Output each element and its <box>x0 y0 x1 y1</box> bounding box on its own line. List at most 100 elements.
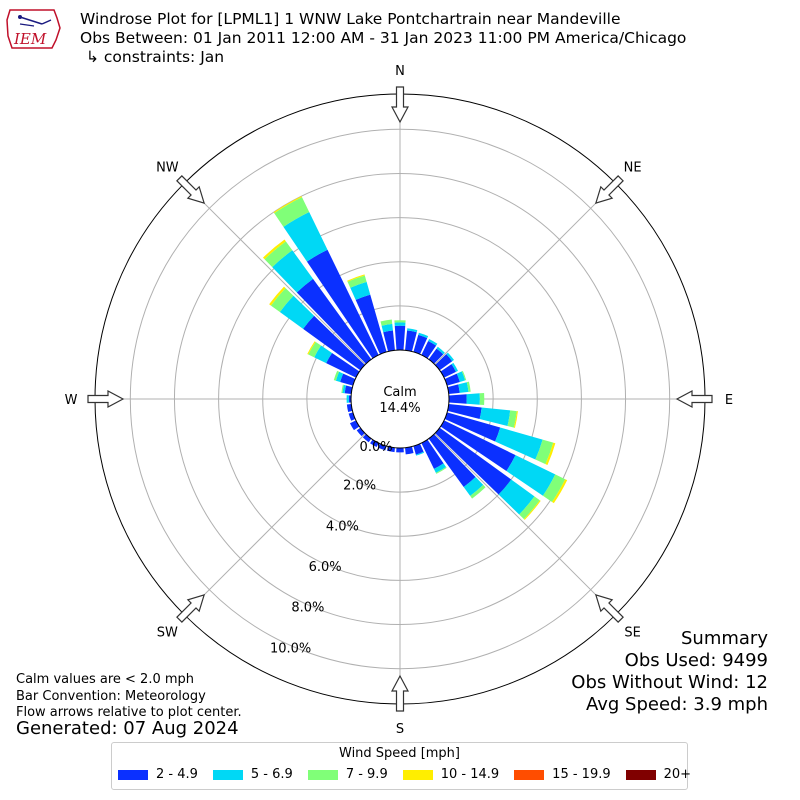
bar-120-7-9.9 <box>542 474 566 502</box>
bar-100-2-4.9 <box>447 404 482 420</box>
bar-10-2-4.9 <box>405 330 417 352</box>
bar-160-2-4.9 <box>413 443 424 455</box>
summary-obs-without-wind: Obs Without Wind: 12 <box>571 672 768 693</box>
bar-90-7-9.9 <box>479 392 485 406</box>
bar-300-7-9.9 <box>308 341 322 358</box>
flow-arrows-note: Flow arrows relative to plot center. <box>16 705 242 720</box>
bar-10-5-6.9 <box>407 328 418 333</box>
bar-150-7-9.9 <box>435 466 447 474</box>
bar-330-5-6.9 <box>283 211 328 262</box>
bar-150-2-4.9 <box>421 439 444 469</box>
grid-spoke <box>183 433 366 616</box>
summary-title: Summary <box>681 628 768 649</box>
legend-item: 15 - 19.9 <box>514 767 611 782</box>
bar-60-5-6.9 <box>451 362 458 372</box>
bar-100-7-9.9 <box>507 410 517 428</box>
bar-70-5-6.9 <box>456 371 466 382</box>
polar-grid <box>94 93 706 705</box>
calm-circle <box>350 349 450 449</box>
bar-320-10-14.9 <box>263 239 286 260</box>
bar-30-2-4.9 <box>421 341 437 359</box>
radial-tick-label: 0.0% <box>360 440 393 455</box>
legend-swatch <box>212 769 243 780</box>
legend-item: 20+ <box>625 767 692 782</box>
bar-110-2-4.9 <box>444 412 501 442</box>
bar-310-7-9.9 <box>270 288 294 313</box>
bar-160-5-6.9 <box>415 451 425 456</box>
bar-100-10-14.9 <box>513 411 518 428</box>
title-line-constraints: ↳ constraints: Jan <box>86 48 225 66</box>
legend-title: Wind Speed [mph] <box>339 746 460 761</box>
summary-avg-speed: Avg Speed: 3.9 mph <box>586 694 768 715</box>
legend-item: 2 - 4.9 <box>118 767 198 782</box>
radial-tick-label: 4.0% <box>326 519 359 534</box>
speed-legend: Wind Speed [mph] 2 - 4.9 5 - 6.9 7 - 9.9 10… <box>111 742 692 790</box>
bar-110-7-9.9 <box>535 439 554 465</box>
legend-swatch <box>307 769 338 780</box>
bar-100-5-6.9 <box>479 407 511 426</box>
flow-arrow-icon <box>176 175 206 205</box>
bar-310-2-4.9 <box>303 315 365 371</box>
summary-obs-used: Obs Used: 9499 <box>624 650 768 671</box>
bar-130-5-6.9 <box>498 479 535 515</box>
bar-290-2-4.9 <box>340 373 356 386</box>
legend-item: 7 - 9.9 <box>307 767 388 782</box>
bar-220-2-4.9 <box>362 434 372 443</box>
legend-item: 10 - 14.9 <box>402 767 499 782</box>
bar-330-10-14.9 <box>273 196 302 214</box>
bar-350-2-4.9 <box>383 330 395 352</box>
bar-50-5-6.9 <box>446 352 454 362</box>
flow-arrow-icon <box>391 674 409 712</box>
bar-30-5-6.9 <box>428 339 438 346</box>
bar-120-2-4.9 <box>440 420 516 472</box>
bar-340-10-14.9 <box>347 274 365 282</box>
compass-label-nw: NW <box>156 160 179 175</box>
bar-120-5-6.9 <box>506 455 556 496</box>
flow-arrow-icon <box>594 175 624 205</box>
bar-40-2-4.9 <box>428 348 444 364</box>
title-line-station: Windrose Plot for [LPML1] 1 WNW Lake Pon… <box>80 10 621 28</box>
compass-label-se: SE <box>624 626 640 641</box>
flow-arrow-icon <box>87 390 125 408</box>
flow-arrow-icon <box>675 390 713 408</box>
flow-arrows <box>87 86 713 712</box>
legend-item: 5 - 6.9 <box>212 767 293 782</box>
grid-spoke <box>434 433 617 616</box>
bar-320-5-6.9 <box>272 250 314 293</box>
bar-350-7-9.9 <box>380 319 393 326</box>
bar-110-5-6.9 <box>495 427 543 460</box>
summary-box: Summary Obs Used: 9499 Obs Without Wind:… <box>571 628 768 716</box>
windrose-bars <box>263 196 568 520</box>
legend-swatch <box>625 769 656 780</box>
radial-tick-label: 2.0% <box>343 479 376 494</box>
bar-140-5-6.9 <box>463 476 484 496</box>
bar-80-7-9.9 <box>466 381 471 392</box>
flow-arrow-icon <box>391 86 409 124</box>
bar-280-7-9.9 <box>341 384 344 394</box>
bar-80-2-4.9 <box>447 384 460 394</box>
bar-210-2-4.9 <box>370 439 379 448</box>
bar-20-5-6.9 <box>418 332 429 339</box>
calm-label: Calm <box>383 385 416 400</box>
compass-label-w: W <box>65 393 78 408</box>
compass-label-sw: SW <box>157 626 178 641</box>
bar-250-2-4.9 <box>348 412 356 421</box>
legend-label: 20+ <box>663 767 692 782</box>
bar-150-5-6.9 <box>433 463 447 473</box>
bar-50-2-4.9 <box>435 354 453 371</box>
bar-200-2-4.9 <box>378 443 387 451</box>
plot-notes: Calm values are < 2.0 mph Bar Convention… <box>16 672 242 722</box>
bar-290-7-9.9 <box>333 370 340 381</box>
bar-40-5-6.9 <box>436 346 445 355</box>
radial-tick-label: 10.0% <box>270 641 311 656</box>
compass-label-e: E <box>725 393 733 408</box>
radial-tick-label: 6.0% <box>309 560 342 575</box>
bar-320-2-4.9 <box>296 278 372 364</box>
bar-90-5-6.9 <box>466 393 480 405</box>
bar-80-5-6.9 <box>458 382 469 393</box>
radial-tick-label: 8.0% <box>291 601 324 616</box>
legend-swatch <box>118 769 148 780</box>
axis-labels: N NE E SE S SW W NW 0.0% 2.0% 4.0% 6.0% 8.0% 10.0% <box>65 64 734 737</box>
grid-spoke <box>183 182 366 365</box>
